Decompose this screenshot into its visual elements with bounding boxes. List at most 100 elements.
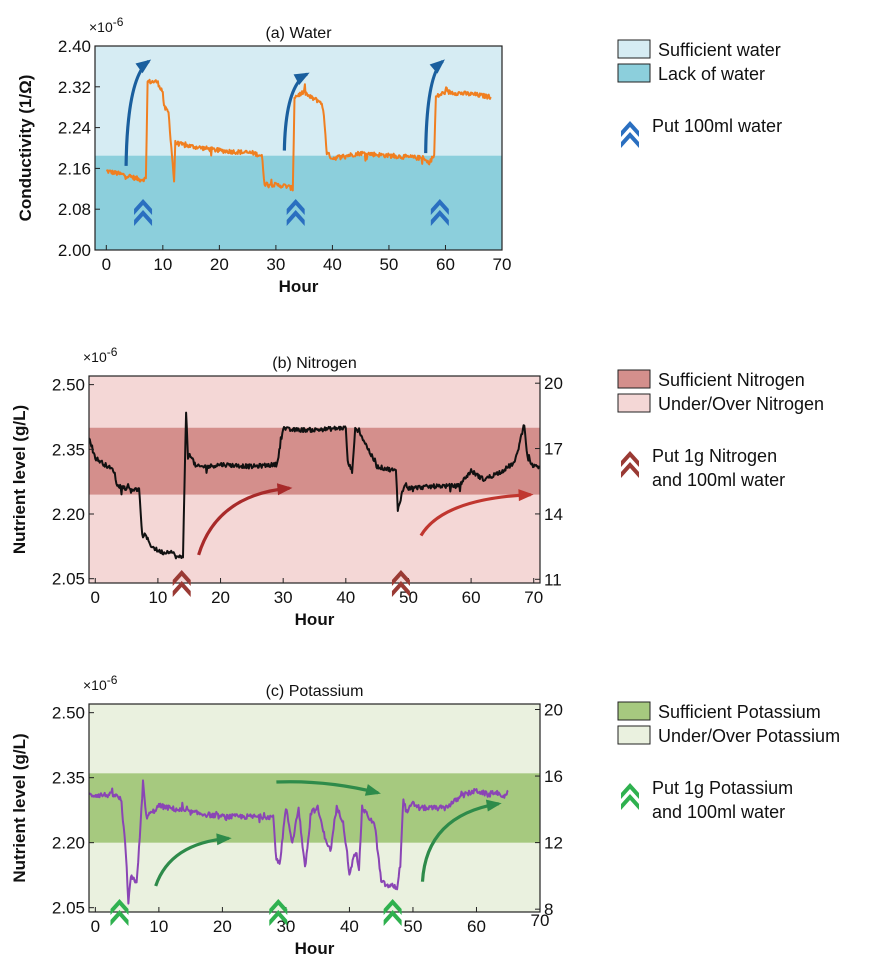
potassium-marker-0-chevron xyxy=(110,899,129,915)
water-axes-frame xyxy=(94,45,503,251)
nitrogen-arrow-1 xyxy=(419,492,531,537)
water-panel: 2.00 2.08 2.16 2.24 2.32 2.40 0 10 20 30 40 50 60 70 ×… xyxy=(16,15,511,296)
water-marker-1-chevron xyxy=(286,199,305,215)
nitrogen-legend-marker-label-1: and 100ml water xyxy=(652,470,785,490)
water-ylabel: Conductivity (1/Ω) xyxy=(16,75,35,222)
water-marker-1-chevron xyxy=(286,210,305,226)
water-marker-0-chevron xyxy=(134,199,153,215)
potassium-arrow-2 xyxy=(420,802,499,882)
potassium-legend-label-0: Sufficient Potassium xyxy=(658,702,821,722)
water-arrowhead-0 xyxy=(135,59,152,74)
nitrogen-xtick-label: 0 xyxy=(91,588,100,607)
nitrogen-ytick-label: 2.05 xyxy=(52,570,85,589)
water-legend-label-1: Lack of water xyxy=(658,64,765,84)
water-xtick-label: 0 xyxy=(102,255,111,274)
water-ytick-label: 2.32 xyxy=(58,78,91,97)
potassium-arrowhead-0 xyxy=(216,833,232,846)
nitrogen-legend-marker-label-0: Put 1g Nitrogen xyxy=(652,446,777,466)
potassium-xlabel: Hour xyxy=(295,939,335,958)
water-xtick-label: 50 xyxy=(379,255,398,274)
water-marker-legend-chevron xyxy=(621,132,639,148)
water-xlabel: Hour xyxy=(279,277,319,296)
nitrogen-band-1 xyxy=(89,427,540,495)
nitrogen-xtick-label: 20 xyxy=(211,588,230,607)
nitrogen-marker-legend-chevron xyxy=(621,462,639,478)
water-xtick-label: 70 xyxy=(493,255,512,274)
potassium-ylabel: Nutrient level (g/L) xyxy=(10,733,29,882)
water-xtick-label: 10 xyxy=(153,255,172,274)
potassium-marker-0 xyxy=(110,899,129,926)
potassium-xtick-label: 30 xyxy=(276,917,295,936)
nitrogen-marker-1 xyxy=(391,570,410,597)
potassium-xtick-label: 20 xyxy=(213,917,232,936)
water-ytick-label: 2.16 xyxy=(58,159,91,178)
nitrogen-marker-0 xyxy=(172,570,191,597)
nitrogen-legend-label-0: Sufficient Nitrogen xyxy=(658,370,805,390)
water-xtick-label: 30 xyxy=(266,255,285,274)
water-marker-1 xyxy=(286,199,305,226)
potassium-y-multiplier: ×10-6 xyxy=(83,673,118,693)
potassium-xtick-label: 60 xyxy=(467,917,486,936)
water-xtick-label: 60 xyxy=(436,255,455,274)
nitrogen-legend: Sufficient Nitrogen Under/Over Nitrogen Pu… xyxy=(617,369,824,490)
nitrogen-legend-label-1: Under/Over Nitrogen xyxy=(658,394,824,414)
water-arrowhead-1 xyxy=(293,72,310,85)
water-ytick-label: 2.40 xyxy=(58,37,91,56)
nitrogen-ylabel: Nutrient level (g/L) xyxy=(10,405,29,554)
nitrogen-title: (b) Nitrogen xyxy=(272,355,356,372)
nitrogen-marker-1-chevron xyxy=(391,570,410,586)
nitrogen-ytick-label: 2.20 xyxy=(52,505,85,524)
potassium-arrowhead-1 xyxy=(364,784,381,796)
potassium-xtick-label: 70 xyxy=(531,911,550,930)
nitrogen-marker-1-chevron xyxy=(391,581,410,597)
nitrogen-ytick-label: 2.50 xyxy=(52,376,85,395)
water-ytick-label: 2.00 xyxy=(58,241,91,260)
water-series-line-0 xyxy=(105,78,492,192)
potassium-marker-0-chevron xyxy=(110,910,129,926)
nitrogen-y2tick-label: 20 xyxy=(544,374,563,393)
potassium-y2tick-label: 12 xyxy=(544,834,563,853)
water-xtick-label: 40 xyxy=(323,255,342,274)
nitrogen-xtick-label: 50 xyxy=(399,588,418,607)
nitrogen-legend-swatch-1 xyxy=(617,393,651,413)
nitrogen-y2tick-label: 17 xyxy=(544,440,563,459)
water-marker-2-chevron xyxy=(430,210,449,226)
water-marker-0-chevron xyxy=(134,210,153,226)
nitrogen-arrowhead-0 xyxy=(276,483,293,496)
water-ytick-label: 2.24 xyxy=(58,119,91,138)
potassium-arrowhead-2 xyxy=(485,799,502,812)
nitrogen-marker-legend-chevron xyxy=(621,451,639,467)
nitrogen-xtick-label: 30 xyxy=(274,588,293,607)
potassium-legend-swatch-1 xyxy=(617,725,651,745)
potassium-marker-2-chevron xyxy=(383,899,402,915)
nitrogen-legend-swatch-0 xyxy=(617,369,651,389)
nitrogen-xtick-label: 10 xyxy=(148,588,167,607)
potassium-y2tick-label: 16 xyxy=(544,767,563,786)
potassium-xtick-label: 0 xyxy=(91,917,100,936)
potassium-ytick-label: 2.20 xyxy=(52,834,85,853)
nitrogen-xlabel: Hour xyxy=(295,610,335,629)
potassium-marker-1-chevron xyxy=(269,899,288,915)
potassium-marker-2-chevron xyxy=(383,910,402,926)
potassium-y2tick-label: 8 xyxy=(544,900,553,919)
potassium-xtick-label: 10 xyxy=(149,917,168,936)
water-arrowhead-2 xyxy=(429,59,445,74)
potassium-series-line-0 xyxy=(89,779,509,905)
water-legend-marker-label-0: Put 100ml water xyxy=(652,116,782,136)
water-title: (a) Water xyxy=(265,25,332,42)
water-legend-label-0: Sufficient water xyxy=(658,40,781,60)
nitrogen-ytick-label: 2.35 xyxy=(52,440,85,459)
nitrogen-arrowhead-1 xyxy=(518,489,534,502)
potassium-marker-2 xyxy=(383,899,402,926)
water-marker-legend-chevron xyxy=(621,121,639,137)
potassium-legend-swatch-0 xyxy=(617,701,651,721)
nitrogen-y2tick-label: 11 xyxy=(544,570,562,589)
water-marker-0 xyxy=(134,199,153,226)
nitrogen-xtick-label: 70 xyxy=(524,588,543,607)
potassium-legend: Sufficient Potassium Under/Over Potassium… xyxy=(617,701,840,822)
potassium-title: (c) Potassium xyxy=(266,683,364,700)
nitrogen-axes-frame xyxy=(88,375,541,584)
potassium-marker-1 xyxy=(269,899,288,926)
